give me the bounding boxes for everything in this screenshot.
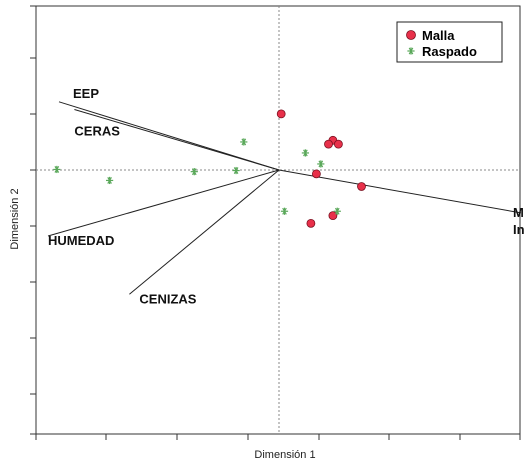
- loading-vectors: [47, 101, 522, 295]
- raspado-point-7: [280, 207, 289, 215]
- malla-point-5: [357, 182, 366, 191]
- y-axis-title: Dimensión 2: [9, 188, 21, 249]
- vector-label-humedad: HUMEDAD: [48, 233, 114, 248]
- malla-point-0: [276, 109, 286, 119]
- reference-lines: [36, 6, 520, 434]
- raspado-point-4: [190, 168, 198, 176]
- malla-point-7: [306, 218, 316, 228]
- raspado-point-5: [232, 166, 240, 175]
- malla-point-6: [328, 211, 338, 221]
- vector-label-eep: EEP: [73, 86, 99, 101]
- raspado-point-3: [53, 165, 61, 174]
- data-points: [53, 109, 366, 228]
- vector-labels: EEP CERAS HUMEDAD CENIZAS MaterialesInsolubl…: [48, 86, 524, 306]
- legend-asterisk-glyph: [407, 47, 415, 55]
- legend-malla-marker: [406, 30, 416, 40]
- raspado-point-8: [333, 207, 341, 215]
- legend-raspado-marker: [407, 47, 415, 55]
- vector-label-cenizas: CENIZAS: [139, 291, 196, 306]
- legend-box: [396, 21, 503, 63]
- vector-ceras: [74, 109, 280, 171]
- legend: Malla Raspado: [396, 21, 503, 63]
- raspado-point-2: [317, 160, 325, 168]
- plot-frame: [35, 5, 521, 435]
- vector-eep: [58, 101, 280, 171]
- x-axis-title: Dimensión 1: [254, 449, 315, 461]
- legend-raspado-label: Raspado: [422, 44, 477, 59]
- vector-humedad: [47, 169, 280, 237]
- raspado-point-0: [240, 138, 248, 146]
- malla-point-3: [333, 139, 343, 149]
- vector-cenizas: [129, 169, 280, 295]
- raspado-point-1: [301, 149, 309, 157]
- malla-point-2: [324, 139, 333, 149]
- vector-materiales-insolubles: [278, 169, 522, 214]
- vector-label-materiales-insolubles: MaterialesInsolubles: [513, 205, 524, 237]
- malla-point-4: [311, 169, 321, 179]
- vector-label-ceras: CERAS: [74, 124, 120, 139]
- axis-ticks: [30, 5, 521, 440]
- raspado-point-6: [106, 176, 114, 185]
- legend-malla-label: Malla: [422, 28, 455, 43]
